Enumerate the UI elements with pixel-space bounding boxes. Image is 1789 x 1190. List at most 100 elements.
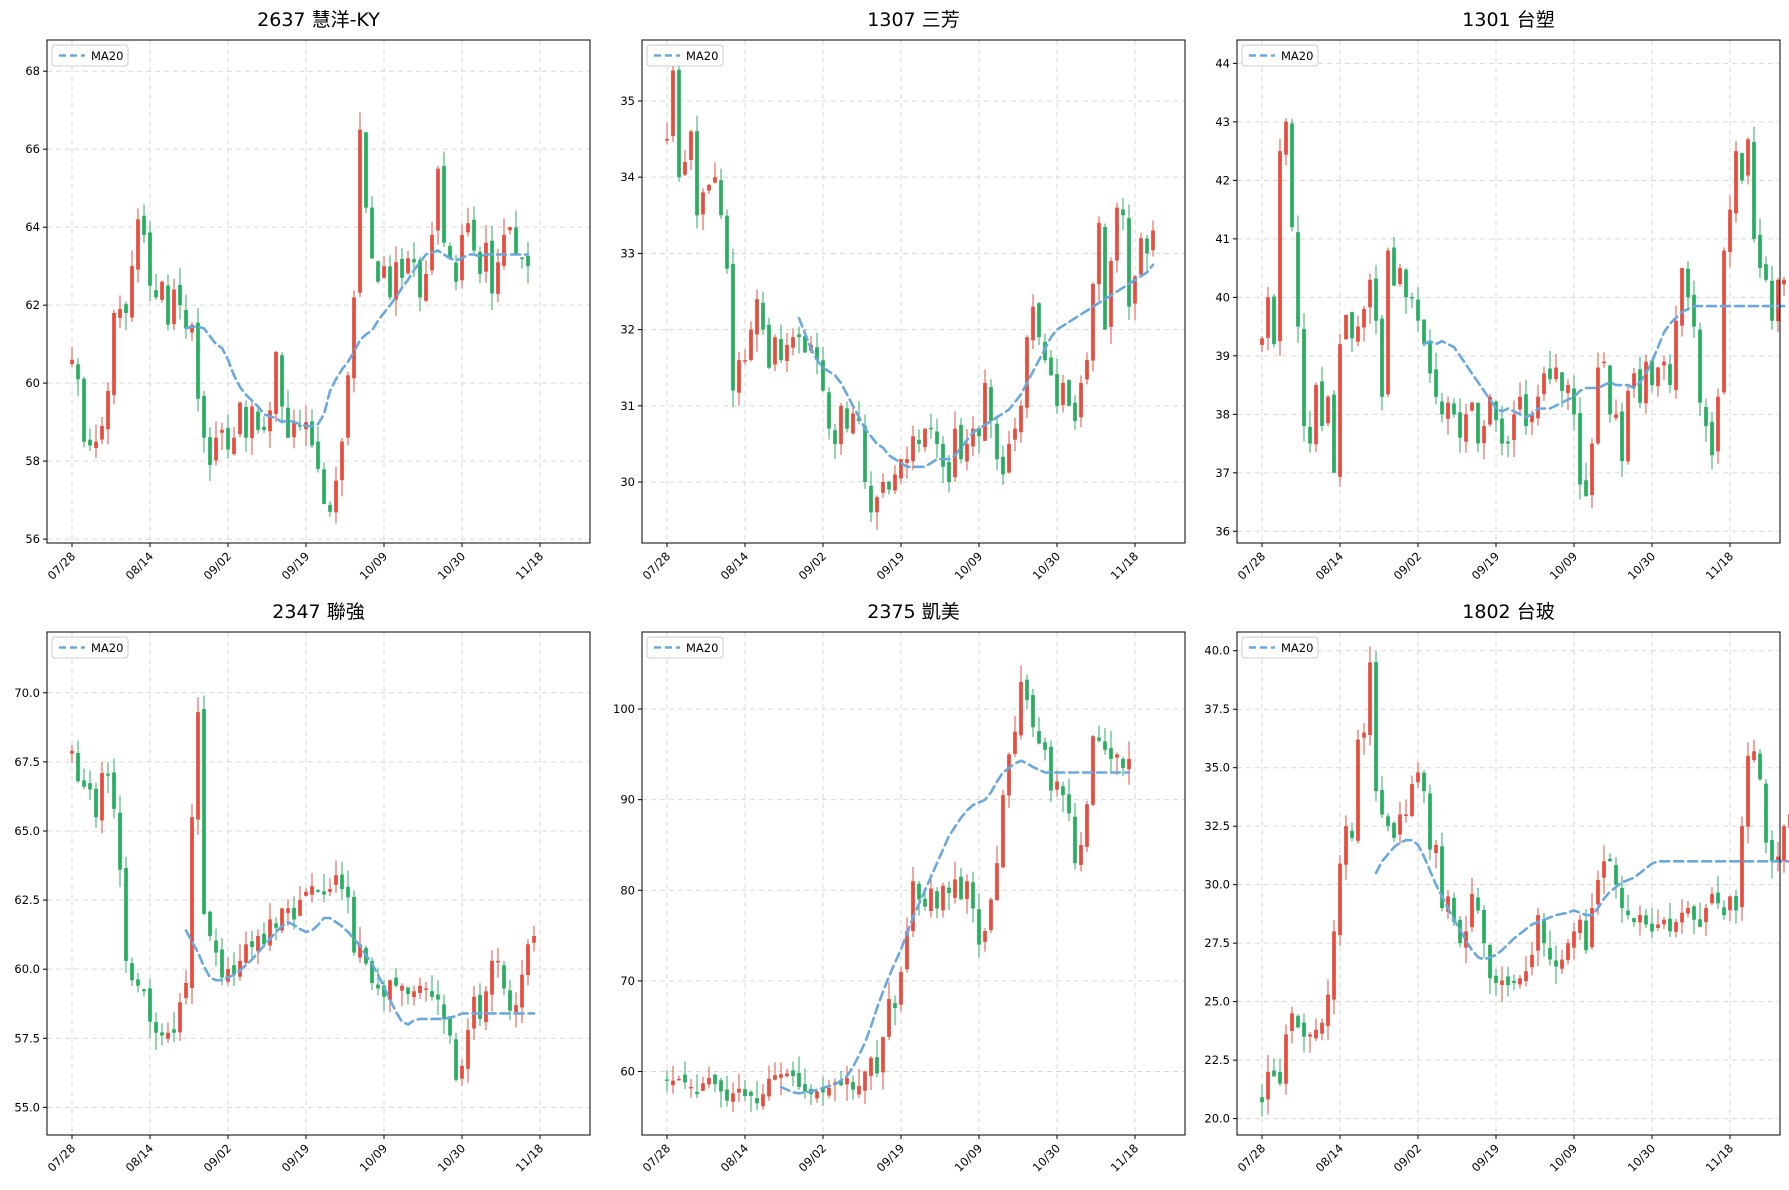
candle-body [905, 459, 909, 463]
candle-body [1752, 142, 1756, 239]
candle-body [1632, 918, 1636, 923]
y-tick-label: 58 [25, 454, 40, 468]
candle-body [466, 223, 470, 233]
candle-body [1446, 896, 1450, 912]
candle-body [893, 474, 897, 491]
candle-body [1055, 373, 1059, 406]
chart-panel-2: 30 31 32 33 34 35 07/28 08/14 09/02 09/19 10/09 10/… [620, 9, 1186, 583]
candle-body [695, 1091, 699, 1095]
candle-body [484, 242, 488, 272]
candle-body [1596, 879, 1600, 905]
candle-body [1025, 337, 1029, 408]
candle-body [166, 1032, 170, 1039]
ma20-line [184, 916, 536, 1026]
plot-frame [1236, 39, 1781, 544]
candle-body [671, 70, 675, 137]
candle-body [1139, 238, 1143, 275]
candle-body [1494, 975, 1498, 983]
candle-body [400, 985, 404, 991]
candle-body [1320, 1022, 1324, 1034]
candle-body [478, 994, 482, 1019]
candle-body [418, 260, 422, 298]
candle-body [1524, 394, 1528, 427]
candle-body [1506, 441, 1510, 444]
candle-body [1722, 907, 1726, 916]
chart-panel-4: 55.0 57.5 60.0 62.5 65.0 67.5 70.0 07/28 08/14 09… [14, 601, 591, 1175]
candle-body [1746, 139, 1750, 176]
candle-body [520, 974, 524, 1008]
candle-body [280, 355, 284, 407]
chart-legend: MA20 [51, 636, 129, 659]
candle-body [905, 931, 909, 970]
candle-body [1326, 396, 1330, 424]
y-tick-label: 30 [620, 475, 635, 489]
y-tick-label: 42 [1215, 173, 1230, 187]
x-tick-label: 10/30 [1030, 549, 1063, 582]
candle-body [1728, 896, 1732, 911]
candle-body [1350, 312, 1354, 339]
candle-body [1734, 896, 1738, 911]
candle-body [935, 431, 939, 444]
candle-body [322, 469, 326, 505]
candle-body [815, 1091, 819, 1099]
candle-body [76, 364, 80, 380]
candle-body [1290, 123, 1294, 228]
candle-body [1049, 357, 1053, 376]
candle-body [1626, 390, 1630, 462]
candle-body [1470, 894, 1474, 928]
candle-body [484, 991, 488, 1023]
candle-body [1061, 786, 1065, 796]
candle-body [154, 1022, 158, 1033]
candle-body [274, 923, 278, 928]
candle-body [412, 259, 416, 263]
x-tick-label: 09/02 [201, 549, 234, 582]
candle-body [454, 1039, 458, 1080]
candle-body [1097, 737, 1101, 741]
x-tick-label: 10/09 [1547, 1141, 1580, 1174]
candle-body [779, 339, 783, 361]
candle-body [1350, 830, 1354, 838]
candle-body [1764, 264, 1768, 280]
candle-body [532, 936, 536, 943]
candle-body [1758, 753, 1762, 780]
x-tick-label: 10/09 [357, 1141, 390, 1174]
candle-body [1272, 1070, 1276, 1077]
candle-body [1770, 839, 1774, 862]
candle-body [947, 887, 951, 894]
candle-body [821, 360, 825, 391]
y-tick-label: 60 [620, 1065, 635, 1079]
candle-body [178, 1002, 182, 1033]
candle-body [1776, 856, 1780, 863]
candle-body [1320, 381, 1324, 427]
candle-body [154, 290, 158, 298]
candle-body [1530, 954, 1534, 968]
candle-body [430, 991, 434, 997]
candle-body [1686, 908, 1690, 914]
candle-body [1776, 279, 1780, 322]
candle-body [1151, 230, 1155, 251]
candle-body [1284, 121, 1288, 155]
candle-body [286, 407, 290, 438]
x-tick-label: 09/19 [874, 1141, 907, 1174]
candle-body [1392, 247, 1396, 286]
candle-body [298, 425, 302, 427]
candle-body [689, 1086, 693, 1089]
candle-body [1482, 909, 1486, 944]
candle-body [112, 312, 116, 395]
candle-body [1326, 994, 1330, 1026]
candle-body [436, 994, 440, 1000]
y-tick-label: 60.0 [14, 962, 40, 976]
candle-body [1410, 784, 1414, 817]
y-tick-label: 22.5 [1204, 1053, 1230, 1067]
candle-body [1055, 781, 1059, 790]
candle-body [1452, 403, 1456, 415]
candle-body [208, 911, 212, 937]
candle-body [160, 281, 164, 300]
candle-body [148, 988, 152, 1022]
candle-body [1446, 402, 1450, 419]
candle-body [1422, 772, 1426, 792]
chart-legend: MA20 [51, 44, 129, 67]
candle-body [1698, 329, 1702, 403]
candle-body [1668, 364, 1672, 386]
x-tick-label: 08/14 [718, 549, 751, 582]
